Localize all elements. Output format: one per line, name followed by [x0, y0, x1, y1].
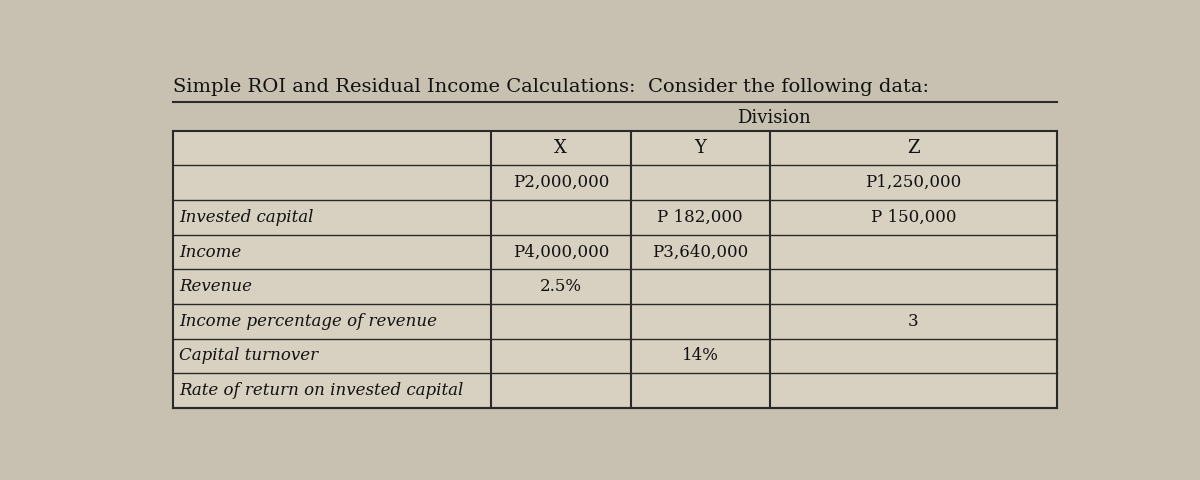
Text: 14%: 14% [682, 348, 719, 364]
Text: 3: 3 [908, 313, 919, 330]
Text: Z: Z [907, 139, 919, 157]
Text: Y: Y [695, 139, 706, 157]
Text: Invested capital: Invested capital [180, 209, 314, 226]
Text: Rate of return on invested capital: Rate of return on invested capital [180, 382, 464, 399]
Text: Simple ROI and Residual Income Calculations:  Consider the following data:: Simple ROI and Residual Income Calculati… [173, 78, 929, 96]
Bar [173, 131, 1057, 408]
Text: P 182,000: P 182,000 [658, 209, 743, 226]
Text: X: X [554, 139, 568, 157]
Text: P2,000,000: P2,000,000 [512, 174, 608, 191]
Text: Revenue: Revenue [180, 278, 252, 295]
Text: Income: Income [180, 243, 241, 261]
Text: P1,250,000: P1,250,000 [865, 174, 961, 191]
Text: 2.5%: 2.5% [540, 278, 582, 295]
Text: P4,000,000: P4,000,000 [512, 243, 608, 261]
Text: Division: Division [737, 108, 811, 127]
Text: Income percentage of revenue: Income percentage of revenue [180, 313, 438, 330]
Text: Capital turnover: Capital turnover [180, 348, 318, 364]
Text: P 150,000: P 150,000 [871, 209, 956, 226]
Text: P3,640,000: P3,640,000 [652, 243, 749, 261]
